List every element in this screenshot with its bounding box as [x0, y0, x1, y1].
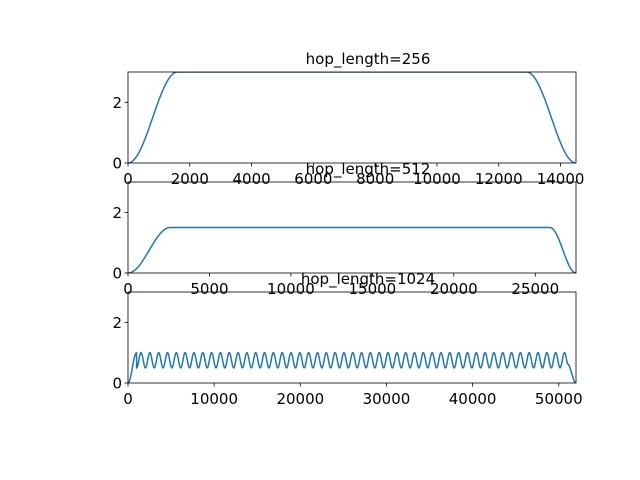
subplot-2: 0 5000 10000 15000 20000 2500002hop_length=51…	[112, 160, 577, 298]
x-tick-label: 20000	[276, 390, 324, 408]
series-line-2	[128, 226, 576, 273]
x-tick-label: 4000	[232, 170, 270, 188]
y-tick-label: 0	[112, 375, 122, 393]
subplot-title: hop_length=512	[306, 160, 431, 179]
x-tick-label: 50000	[535, 390, 583, 408]
x-tick-label: 0	[123, 390, 133, 408]
axes-frame-1	[127, 71, 577, 164]
series-line-3	[128, 351, 576, 383]
x-tick-label: 0	[123, 170, 133, 188]
y-tick-label: 0	[112, 155, 122, 173]
x-tick-label: 2000	[171, 170, 209, 188]
axes-frame-3	[127, 291, 577, 384]
y-tick-label: 2	[112, 204, 122, 222]
x-tick-label: 0	[123, 280, 133, 298]
x-tick-label: 12000	[475, 170, 523, 188]
y-tick-label: 0	[112, 265, 122, 283]
x-tick-label: 8000	[356, 170, 394, 188]
x-tick-label: 10000	[413, 170, 461, 188]
x-tick-label: 25000	[511, 280, 559, 298]
axes-frame-2	[127, 181, 577, 274]
subplot-3: 0 10000 20000 30000 40000 5000002hop_length=1…	[112, 270, 582, 408]
x-tick-label: 30000	[363, 390, 411, 408]
x-tick-label: 40000	[449, 390, 497, 408]
x-tick-label: 20000	[430, 280, 478, 298]
x-tick-label: 15000	[349, 280, 397, 298]
x-tick-label: 10000	[190, 390, 238, 408]
subplot-title: hop_length=256	[306, 50, 431, 69]
x-tick-label: 14000	[537, 170, 585, 188]
x-tick-label: 5000	[190, 280, 228, 298]
subplots: 0 2000 4000 6000 8000 10000 12000 1400002hop_le…	[112, 50, 584, 408]
x-tick-label: 6000	[294, 170, 332, 188]
subplot-1: 0 2000 4000 6000 8000 10000 12000 14000 0 2 hop_le…	[112, 50, 584, 188]
y-tick-label: 2	[112, 94, 122, 112]
subplot-title: hop_length=1024	[301, 270, 435, 289]
x-tick-label: 10000	[267, 280, 315, 298]
y-tick-label: 2	[112, 314, 122, 332]
